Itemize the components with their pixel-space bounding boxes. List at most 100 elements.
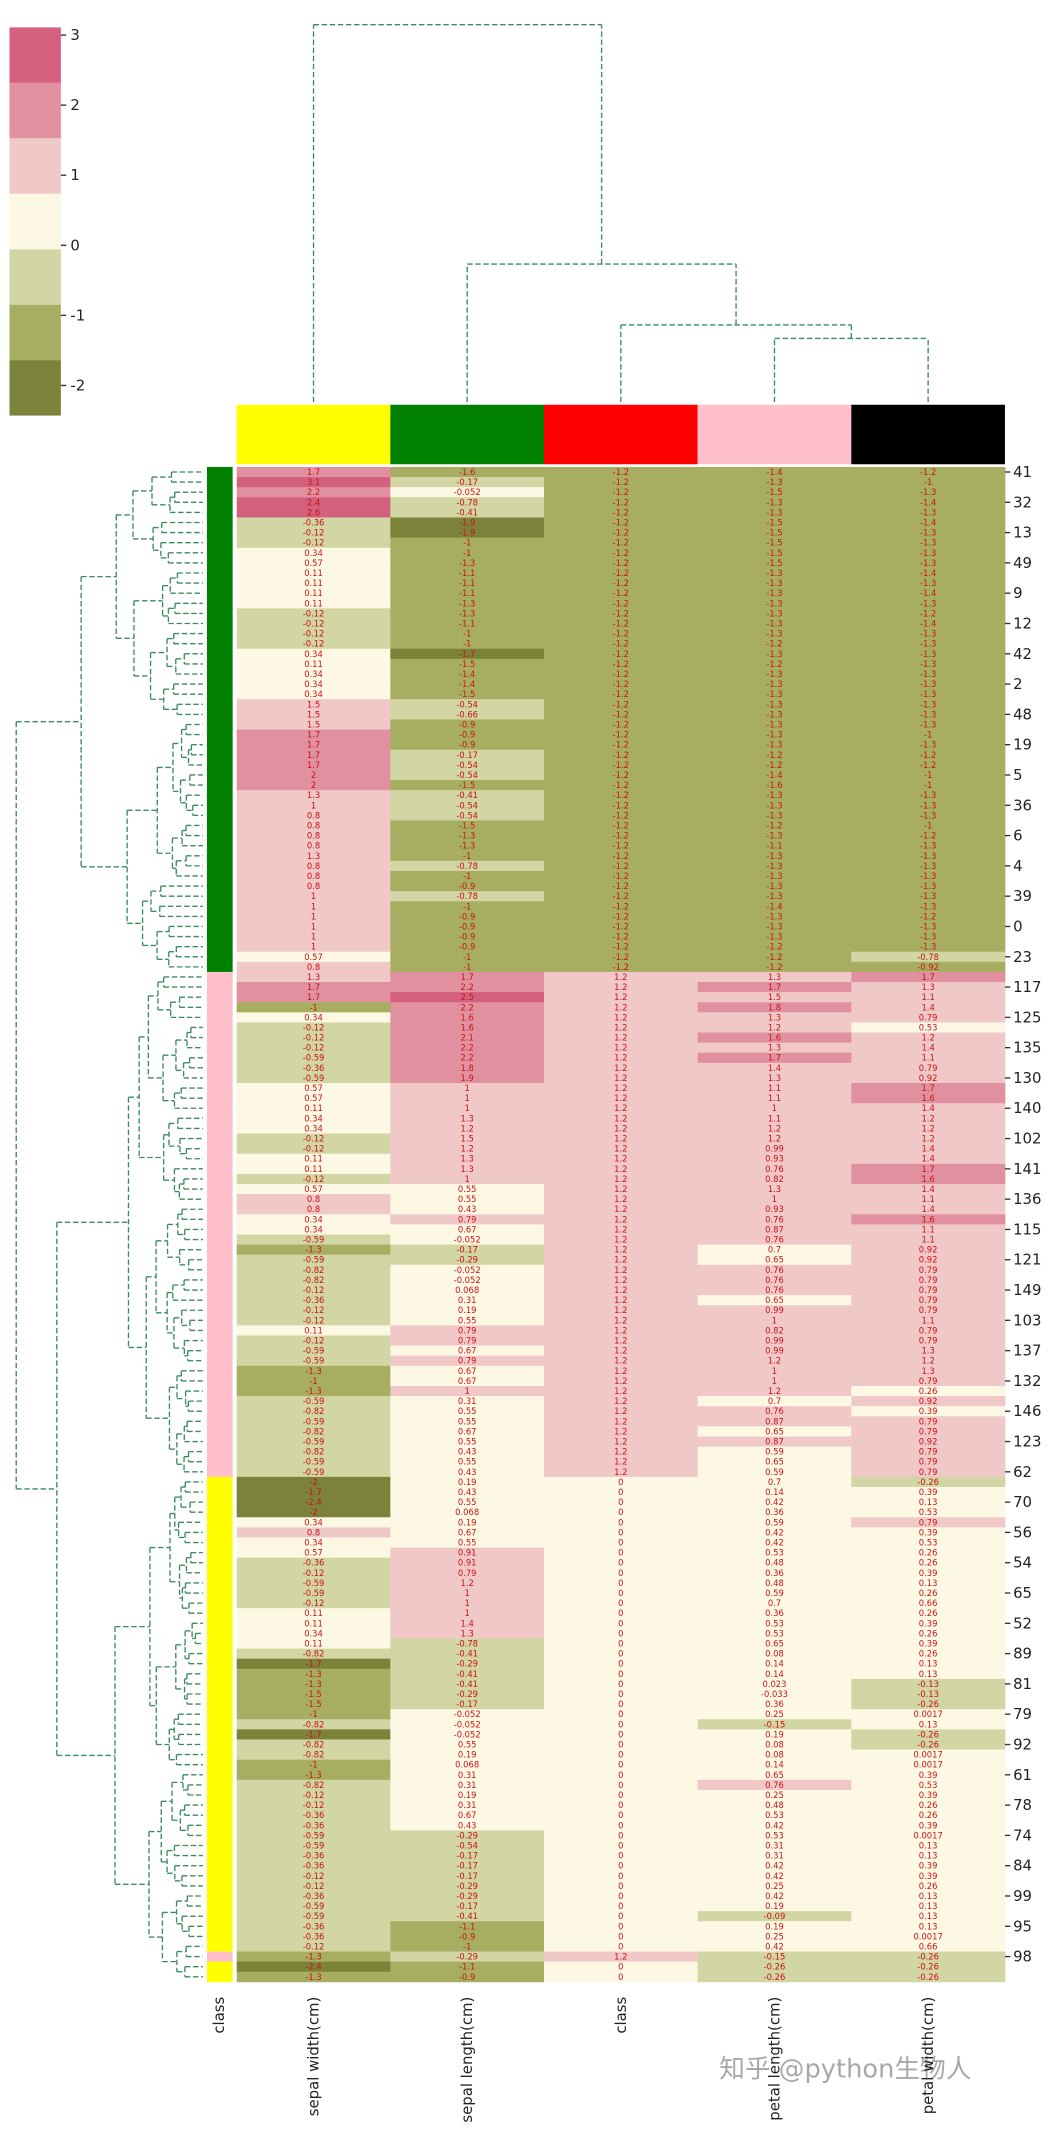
cell bbox=[236, 638, 391, 650]
cell bbox=[236, 1961, 391, 1973]
cell-label: 0.13 bbox=[919, 1719, 938, 1729]
cell bbox=[236, 1507, 391, 1518]
cell-label: 1.2 bbox=[614, 1447, 627, 1457]
row-label: 99 bbox=[1013, 1887, 1032, 1905]
cell bbox=[544, 1517, 699, 1528]
cell bbox=[544, 1456, 699, 1468]
cell bbox=[544, 1668, 699, 1680]
cell bbox=[851, 1224, 1006, 1235]
cell-label: -1 bbox=[463, 538, 471, 548]
cell-label: -0.36 bbox=[303, 1861, 325, 1871]
cell bbox=[851, 1456, 1006, 1468]
cell bbox=[697, 749, 852, 761]
cell-label: 0.7 bbox=[768, 1598, 781, 1608]
cell bbox=[697, 1941, 852, 1952]
cell-label: 1.3 bbox=[768, 1012, 781, 1022]
cell bbox=[390, 1385, 545, 1397]
row-color bbox=[206, 557, 233, 569]
cell-label: -1 bbox=[924, 477, 932, 487]
cell-label: 0.79 bbox=[458, 1336, 477, 1346]
cell-label: -1.2 bbox=[613, 901, 629, 911]
cell-label: -1.3 bbox=[766, 477, 782, 487]
cell bbox=[236, 1860, 391, 1872]
cell-label: -0.59 bbox=[303, 1437, 325, 1447]
cell bbox=[697, 1284, 852, 1296]
cell bbox=[236, 911, 391, 922]
column-label: petal length(cm) bbox=[765, 1997, 783, 2121]
cell-label: 2.1 bbox=[461, 1033, 474, 1043]
cell bbox=[390, 1012, 545, 1023]
cell bbox=[544, 1941, 699, 1952]
cell bbox=[544, 1699, 699, 1710]
cell-label: -1.2 bbox=[613, 861, 629, 871]
cell-label: 0 bbox=[618, 1527, 623, 1537]
cell-label: -1.5 bbox=[459, 659, 475, 669]
cell-label: -1.2 bbox=[613, 558, 629, 568]
row-color bbox=[206, 1880, 233, 1892]
row-color bbox=[206, 780, 233, 791]
cell bbox=[390, 830, 545, 842]
cell bbox=[851, 598, 1006, 609]
cell bbox=[851, 709, 1006, 720]
cell-label: 1 bbox=[311, 932, 316, 942]
cell-label: 0.39 bbox=[919, 1527, 938, 1537]
cell-label: 1.2 bbox=[614, 1467, 627, 1477]
row-color bbox=[206, 1396, 233, 1407]
cell bbox=[697, 1577, 852, 1589]
row-color bbox=[206, 487, 233, 498]
cell-label: -0.82 bbox=[303, 1649, 325, 1659]
cell-label: -0.12 bbox=[303, 1871, 325, 1881]
cell bbox=[544, 527, 699, 539]
cell-label: -0.17 bbox=[456, 1245, 478, 1255]
cell bbox=[390, 1274, 545, 1286]
cell-label: -1.2 bbox=[613, 518, 629, 528]
row-label: 32 bbox=[1013, 493, 1032, 511]
cell-label: 0.11 bbox=[304, 1639, 323, 1649]
cell bbox=[851, 1476, 1006, 1488]
cell-label: -1.2 bbox=[920, 911, 936, 921]
cell-label: -1.1 bbox=[459, 1962, 475, 1972]
cell bbox=[697, 921, 852, 932]
cell bbox=[697, 840, 852, 852]
row-label: 130 bbox=[1013, 1069, 1041, 1087]
colorbar-bin bbox=[9, 27, 61, 83]
cell-label: -0.59 bbox=[303, 1235, 325, 1245]
cell-label: -0.59 bbox=[303, 1901, 325, 1911]
cell bbox=[697, 1890, 852, 1902]
cell-label: -1.2 bbox=[613, 679, 629, 689]
row-label: 13 bbox=[1013, 524, 1032, 542]
cell bbox=[697, 881, 852, 892]
cell-label: 1.3 bbox=[768, 1184, 781, 1194]
cell bbox=[544, 1921, 699, 1932]
row-color bbox=[206, 1608, 233, 1619]
cell bbox=[236, 689, 391, 700]
row-label: 4 bbox=[1013, 857, 1022, 875]
cell-label: 0.42 bbox=[765, 1538, 784, 1548]
cell-label: -1.7 bbox=[305, 1729, 321, 1739]
cell bbox=[236, 1244, 391, 1256]
cell bbox=[697, 1113, 852, 1124]
cell-label: 1.6 bbox=[921, 1174, 934, 1184]
cell-label: 0.11 bbox=[304, 598, 323, 608]
cell bbox=[544, 1426, 699, 1437]
cell-label: -0.26 bbox=[764, 1972, 786, 1982]
cell bbox=[390, 1517, 545, 1528]
cell bbox=[851, 1022, 1006, 1033]
cell bbox=[236, 1870, 391, 1882]
cell-label: 0.26 bbox=[919, 1881, 938, 1891]
cell-label: -1.3 bbox=[766, 719, 782, 729]
cell-label: 1.2 bbox=[461, 1144, 474, 1154]
cell bbox=[697, 971, 852, 983]
row-color bbox=[206, 810, 233, 821]
cell-label: -1.3 bbox=[305, 1770, 321, 1780]
cell-label: 0.13 bbox=[919, 1911, 938, 1921]
cell bbox=[236, 1184, 391, 1195]
cell-label: 0.59 bbox=[765, 1467, 784, 1477]
cell-label: 0 bbox=[618, 1729, 623, 1739]
row-color bbox=[206, 1911, 233, 1922]
row-color bbox=[206, 689, 233, 700]
cell-label: -1.5 bbox=[766, 558, 782, 568]
cell-label: 0.14 bbox=[765, 1659, 784, 1669]
cell bbox=[236, 759, 391, 771]
cell bbox=[851, 961, 1006, 973]
